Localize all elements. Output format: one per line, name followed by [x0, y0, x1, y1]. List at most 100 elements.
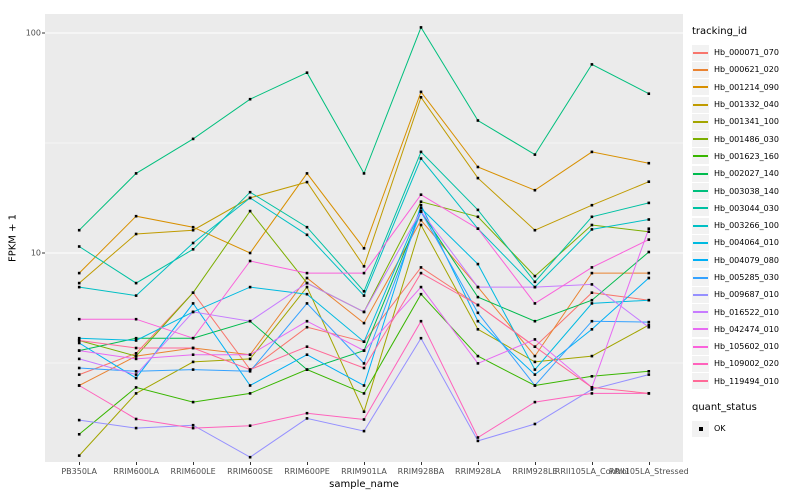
data-point-marker [647, 325, 651, 329]
data-point-marker [362, 429, 366, 433]
data-point-marker [533, 285, 537, 289]
data-point-marker [134, 370, 138, 373]
data-point-marker [362, 418, 366, 421]
legend-key-swatch [692, 96, 709, 113]
legend-title-quant-status: quant_status [692, 401, 757, 413]
data-point-marker [305, 281, 309, 285]
data-point-marker [134, 339, 138, 342]
data-point-marker [419, 203, 423, 207]
data-point-marker [362, 366, 366, 370]
data-point-marker [191, 423, 195, 427]
data-point-marker [248, 424, 252, 427]
data-point-marker [419, 26, 423, 29]
legend-key-line [693, 172, 708, 175]
legend-key-line [693, 311, 708, 314]
legend-label: Hb_000071_070 [714, 48, 779, 58]
data-point-marker [77, 373, 81, 376]
quant-status-key [692, 420, 709, 437]
data-point-marker [647, 161, 651, 165]
data-point-marker [419, 96, 423, 99]
data-point-marker [590, 266, 594, 269]
black-square-marker-icon [698, 426, 703, 431]
y-tick-label: 10 [30, 248, 41, 258]
legend-label: Hb_009687_010 [714, 290, 779, 300]
data-point-marker [305, 71, 309, 74]
data-point-marker [476, 328, 480, 331]
x-tick-label: RRIM600LA [113, 467, 160, 476]
data-point-marker [77, 285, 81, 289]
data-point-marker [419, 157, 423, 160]
data-point-marker [248, 97, 252, 101]
data-point-marker [305, 325, 309, 329]
series-line-Hb_003038_140 [78, 26, 650, 231]
data-point-marker [533, 373, 537, 376]
legend-key-line [693, 207, 708, 210]
data-point-marker [134, 386, 138, 389]
legend-key-swatch [692, 79, 709, 96]
x-tick-mark [477, 462, 479, 465]
data-point-marker [77, 366, 81, 370]
data-point-marker [476, 285, 480, 289]
data-point-marker [77, 317, 81, 321]
x-tick-label: RRIM928BA [397, 467, 445, 476]
data-point-marker [419, 193, 423, 196]
data-point-marker [362, 271, 366, 275]
data-point-marker [476, 319, 480, 323]
data-point-marker [134, 317, 138, 321]
legend-label: Hb_003044_030 [714, 203, 779, 213]
legend-label: Hb_001214_090 [714, 82, 779, 92]
data-point-marker [476, 436, 480, 439]
data-point-marker [590, 319, 594, 323]
data-point-marker [533, 422, 537, 426]
legend-key-line [693, 155, 708, 158]
data-point-marker [248, 285, 252, 289]
data-point-marker [362, 290, 366, 293]
legend-label: Hb_001623_160 [714, 151, 779, 161]
data-point-marker [590, 354, 594, 358]
data-point-marker [77, 433, 81, 436]
data-point-marker [419, 336, 423, 340]
plot-panel [45, 14, 683, 462]
series-line-Hb_000621_020 [78, 219, 649, 386]
data-point-marker [590, 228, 594, 231]
data-point-marker [134, 376, 138, 380]
quant-status-entry: OK [692, 420, 779, 437]
data-point-marker [419, 266, 423, 269]
data-point-marker [134, 392, 138, 395]
x-tick-mark [591, 462, 593, 465]
data-point-marker [77, 349, 81, 352]
legend-label: Hb_005285_030 [714, 273, 779, 282]
data-point-marker [590, 150, 594, 154]
data-point-marker [533, 280, 537, 284]
data-point-marker [419, 271, 423, 275]
legend-label: Hb_002027_140 [714, 169, 779, 179]
legend-title-tracking-id: tracking_id [692, 26, 748, 37]
data-point-marker [248, 353, 252, 356]
y-axis-title: FPKM + 1 [7, 213, 19, 263]
data-point-marker [305, 285, 309, 289]
data-point-marker [533, 319, 537, 323]
data-point-marker [419, 206, 423, 210]
legend-key-swatch [692, 113, 709, 130]
data-point-marker [77, 454, 81, 457]
legend-key-swatch [692, 252, 709, 269]
data-point-marker [476, 262, 480, 266]
legend-label: Hb_042474_010 [714, 324, 779, 334]
legend-key-swatch [692, 131, 709, 148]
data-point-marker [590, 203, 594, 207]
legend-entries: Hb_000071_070 Hb_000621_020 Hb_001214_090 H… [692, 44, 779, 390]
legend-key-line [693, 241, 708, 244]
legend-entry: Hb_042474_010 [692, 321, 779, 338]
quant-status-entries: OK [692, 420, 779, 437]
data-point-marker [191, 291, 195, 294]
data-point-marker [305, 319, 309, 323]
data-point-marker [362, 410, 366, 413]
legend-key-swatch [692, 200, 709, 217]
data-point-marker [533, 302, 537, 305]
data-point-marker [191, 137, 195, 141]
data-point-marker [476, 295, 480, 299]
legend-key-swatch [692, 234, 709, 251]
data-point-marker [476, 176, 480, 180]
data-point-marker [533, 188, 537, 192]
data-point-marker [134, 346, 138, 350]
